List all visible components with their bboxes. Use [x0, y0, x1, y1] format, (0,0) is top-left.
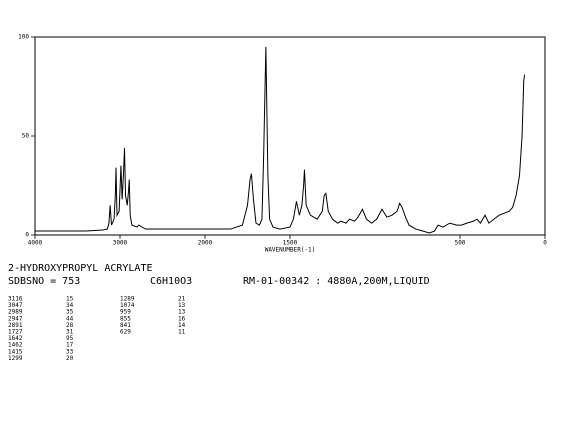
- peak-wavenumber: 1462: [8, 342, 23, 349]
- peak-intensity: 31: [66, 329, 74, 336]
- y-tick-label: 50: [22, 133, 30, 140]
- measurement-conditions: RM-01-00342 : 4880A,200M,LIQUID: [243, 276, 430, 287]
- peak-intensity: 16: [178, 315, 186, 322]
- peak-wavenumber: 959: [120, 309, 131, 316]
- y-tick-label: 100: [18, 34, 29, 41]
- peak-wavenumber: 1415: [8, 348, 23, 355]
- peak-intensity: 14: [178, 322, 186, 329]
- peak-wavenumber: 1074: [120, 302, 135, 309]
- x-tick-label: 1500: [283, 240, 298, 247]
- compound-name: 2-HYDROXYPROPYL ACRYLATE: [8, 263, 153, 274]
- peak-intensity: 13: [178, 302, 186, 309]
- peak-wavenumber: 2989: [8, 309, 23, 316]
- peak-intensity: 20: [66, 355, 74, 362]
- peak-wavenumber: 1642: [8, 335, 23, 342]
- peak-wavenumber: 841: [120, 322, 131, 329]
- peak-intensity: 13: [178, 309, 186, 316]
- peak-wavenumber: 2947: [8, 315, 23, 322]
- peak-intensity: 11: [178, 329, 186, 336]
- formula: C6H10O3: [150, 276, 192, 287]
- sdbs-number: SDBSNO = 753: [8, 276, 80, 287]
- peak-wavenumber: 1727: [8, 329, 23, 336]
- peak-intensity: 21: [178, 296, 186, 303]
- peak-intensity: 33: [66, 348, 74, 355]
- peak-intensity: 95: [66, 335, 74, 342]
- peak-wavenumber: 855: [120, 315, 131, 322]
- peak-intensity: 34: [66, 302, 74, 309]
- plot-frame: [34, 36, 546, 236]
- peak-intensity: 44: [66, 315, 74, 322]
- peak-wavenumber: 1299: [8, 355, 23, 362]
- x-tick-label: 2000: [198, 240, 213, 247]
- peak-wavenumber: 1289: [120, 296, 135, 303]
- peak-intensity: 28: [66, 322, 74, 329]
- x-tick-label: 4000: [28, 240, 43, 247]
- x-tick-label: 0: [543, 240, 547, 247]
- peak-wavenumber: 3116: [8, 296, 23, 303]
- x-tick-label: 500: [455, 240, 466, 247]
- peak-wavenumber: 3047: [8, 302, 23, 309]
- peak-wavenumber: 629: [120, 329, 131, 336]
- x-axis-label: WAVENUMBER(-1): [265, 247, 316, 254]
- peak-intensity: 35: [66, 309, 74, 316]
- spectrum-line: [35, 46, 526, 234]
- peak-intensity: 15: [66, 296, 74, 303]
- y-tick-label: 0: [25, 232, 29, 239]
- x-tick-label: 3000: [113, 240, 128, 247]
- peak-intensity: 17: [66, 342, 74, 349]
- peak-wavenumber: 2891: [8, 322, 23, 329]
